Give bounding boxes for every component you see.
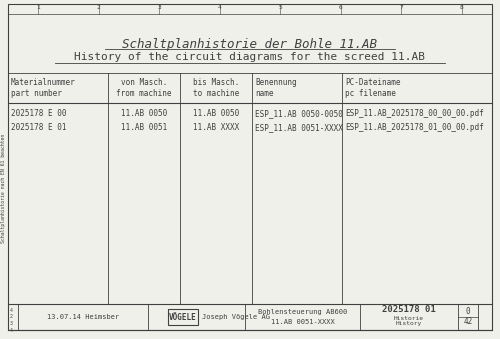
Text: 4: 4 [10, 327, 13, 333]
Text: pc filename: pc filename [345, 89, 396, 98]
Text: 11.AB 0050: 11.AB 0050 [193, 109, 239, 118]
Text: ESP_11.AB 0051-XXXX: ESP_11.AB 0051-XXXX [255, 123, 343, 132]
Text: PC-Dateiname: PC-Dateiname [345, 78, 401, 87]
Text: Joseph Vögele AG: Joseph Vögele AG [202, 314, 270, 320]
Text: Historie: Historie [394, 316, 424, 320]
Text: 1: 1 [36, 5, 40, 10]
Text: History: History [396, 321, 422, 326]
Text: name: name [255, 89, 274, 98]
Text: History of the circuit diagrams for the screed 11.AB: History of the circuit diagrams for the … [74, 52, 426, 62]
Text: Benennung: Benennung [255, 78, 296, 87]
Text: Schaltplanhistorie nach EN 61 beachten: Schaltplanhistorie nach EN 61 beachten [2, 134, 6, 243]
Text: 4: 4 [10, 308, 13, 313]
Text: 2025178 01: 2025178 01 [382, 305, 436, 315]
Text: ESP_11.AB_2025178_00_00_00.pdf: ESP_11.AB_2025178_00_00_00.pdf [345, 109, 484, 118]
Text: 6: 6 [339, 5, 342, 10]
Text: Bohlensteuerung AB600: Bohlensteuerung AB600 [258, 309, 347, 315]
Text: to machine: to machine [193, 89, 239, 98]
Text: from machine: from machine [116, 89, 172, 98]
Text: 3: 3 [158, 5, 161, 10]
Text: 2: 2 [97, 5, 100, 10]
Text: 11.AB 0051-XXXX: 11.AB 0051-XXXX [270, 319, 334, 325]
Text: 2025178 E 00: 2025178 E 00 [11, 109, 66, 118]
Text: 5: 5 [278, 5, 282, 10]
Text: 42: 42 [464, 318, 472, 326]
Text: 13.07.14 Heimsber: 13.07.14 Heimsber [47, 314, 119, 320]
Text: 11.AB XXXX: 11.AB XXXX [193, 123, 239, 132]
Text: part number: part number [11, 89, 62, 98]
Bar [168, 309, 198, 325]
Text: ESP_11.AB_2025178_01_00_00.pdf: ESP_11.AB_2025178_01_00_00.pdf [345, 123, 484, 132]
Text: 7: 7 [400, 5, 403, 10]
Text: ESP_11.AB 0050-0050: ESP_11.AB 0050-0050 [255, 109, 343, 118]
Text: 11.AB 0050: 11.AB 0050 [121, 109, 167, 118]
Text: 11.AB 0051: 11.AB 0051 [121, 123, 167, 132]
Text: 8: 8 [460, 5, 464, 10]
Text: Materialnummer: Materialnummer [11, 78, 76, 87]
Text: 0: 0 [466, 307, 470, 317]
Text: VÖGELE: VÖGELE [169, 313, 197, 321]
Text: 3: 3 [10, 321, 13, 326]
Text: Schaltplanhistorie der Bohle 11.AB: Schaltplanhistorie der Bohle 11.AB [122, 38, 378, 51]
Text: von Masch.: von Masch. [121, 78, 167, 87]
Text: bis Masch.: bis Masch. [193, 78, 239, 87]
Text: 4: 4 [218, 5, 222, 10]
Text: 2: 2 [10, 315, 13, 319]
Text: 2025178 E 01: 2025178 E 01 [11, 123, 66, 132]
